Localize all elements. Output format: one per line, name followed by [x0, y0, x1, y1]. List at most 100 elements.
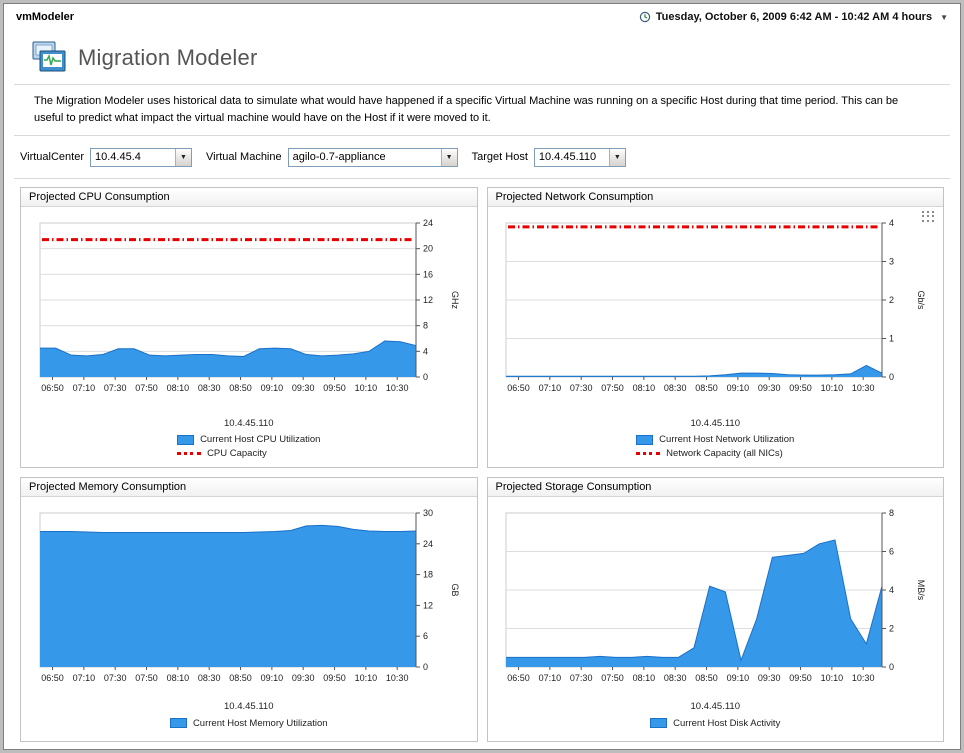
chart-options-icon[interactable]: [922, 211, 935, 222]
page-header: Migration Modeler: [4, 30, 960, 84]
legend-label: Current Host Network Utilization: [659, 434, 795, 446]
svg-text:0: 0: [889, 662, 894, 672]
svg-text:4: 4: [423, 346, 428, 356]
chart-panel-network: Projected Network Consumption 0 1 2 3 4 Gb/s 0…: [486, 187, 944, 469]
svg-text:06:50: 06:50: [508, 673, 531, 683]
capacity-line-swatch: [177, 452, 202, 456]
svg-text:8: 8: [423, 321, 428, 331]
capacity-line-swatch: [636, 452, 661, 456]
divider: [14, 135, 950, 137]
cpu-consumption-chart: 0 4 8 12 16 20 24 GHz 06:50 07:10 07:30 07:50 08:10 0…: [39, 218, 460, 393]
page-title: Migration Modeler: [78, 45, 258, 70]
virtual-machine-select[interactable]: agilo-0.7-appliance ▼: [287, 147, 458, 167]
virtualcenter-label: VirtualCenter: [20, 151, 84, 164]
svg-text:4: 4: [889, 585, 894, 595]
svg-text:06:50: 06:50: [41, 383, 64, 393]
legend-item: Current Host Network Utilization: [636, 434, 794, 445]
storage-consumption-chart: 0 2 4 6 8 MB/s 06:50 07:10 07:30 07:50 08:10 08:30 0…: [505, 508, 926, 683]
svg-text:10:10: 10:10: [354, 383, 377, 393]
svg-text:08:50: 08:50: [696, 383, 719, 393]
svg-text:16: 16: [423, 269, 433, 279]
divider: [14, 178, 950, 180]
svg-text:24: 24: [423, 539, 433, 549]
svg-text:09:50: 09:50: [323, 673, 346, 683]
top-bar: vmModeler Tuesday, October 6, 2009 6:42 …: [4, 4, 960, 30]
svg-text:07:10: 07:10: [72, 383, 95, 393]
host-label: 10.4.45.110: [690, 701, 740, 713]
svg-text:4: 4: [889, 218, 894, 228]
controls-bar: VirtualCenter 10.4.45.4 ▼ Virtual Machin…: [20, 144, 944, 170]
chevron-down-icon: ▼: [175, 148, 191, 166]
svg-text:07:50: 07:50: [135, 383, 158, 393]
chevron-down-icon: ▼: [608, 148, 625, 166]
svg-text:08:30: 08:30: [664, 673, 687, 683]
svg-text:30: 30: [423, 508, 433, 518]
host-label: 10.4.45.110: [224, 701, 274, 713]
svg-text:06:50: 06:50: [508, 383, 531, 393]
svg-text:08:30: 08:30: [664, 383, 687, 393]
chart-title-network: Projected Network Consumption: [487, 188, 943, 208]
migration-modeler-icon: [30, 40, 68, 76]
svg-text:20: 20: [423, 244, 433, 254]
svg-text:07:50: 07:50: [602, 383, 625, 393]
chart-title-storage: Projected Storage Consumption: [487, 478, 943, 498]
svg-text:10:30: 10:30: [852, 383, 875, 393]
app-title: vmModeler: [16, 11, 75, 23]
series-swatch: [650, 718, 668, 729]
svg-text:0: 0: [423, 662, 428, 672]
svg-text:09:30: 09:30: [758, 383, 781, 393]
svg-text:MB/s: MB/s: [916, 580, 926, 601]
chart-legend: Current Host Network Utilization Network …: [636, 434, 794, 459]
svg-text:12: 12: [423, 295, 433, 305]
legend-label: CPU Capacity: [207, 448, 267, 460]
target-host-label: Target Host: [471, 151, 528, 164]
svg-text:0: 0: [889, 372, 894, 382]
virtual-machine-value: agilo-0.7-appliance: [292, 151, 386, 164]
svg-text:1: 1: [889, 334, 894, 344]
svg-text:24: 24: [423, 218, 433, 228]
svg-text:09:10: 09:10: [260, 383, 283, 393]
legend-item: CPU Capacity: [177, 448, 267, 459]
svg-text:08:50: 08:50: [229, 383, 252, 393]
virtual-machine-label: Virtual Machine: [206, 151, 282, 164]
series-swatch: [636, 434, 654, 445]
svg-text:0: 0: [423, 372, 428, 382]
chart-panel-storage: Projected Storage Consumption 0 2 4 6 8 MB/s 0…: [486, 477, 944, 743]
series-swatch: [169, 718, 187, 729]
chart-title-cpu: Projected CPU Consumption: [21, 188, 477, 208]
legend-item: Current Host Memory Utilization: [169, 718, 328, 729]
svg-text:09:50: 09:50: [323, 383, 346, 393]
host-label: 10.4.45.110: [224, 417, 274, 429]
svg-text:08:30: 08:30: [198, 673, 221, 683]
svg-text:09:30: 09:30: [758, 673, 781, 683]
svg-text:08:50: 08:50: [696, 673, 719, 683]
legend-label: Current Host Disk Activity: [673, 717, 781, 729]
svg-text:GB: GB: [450, 584, 460, 597]
svg-text:07:30: 07:30: [570, 383, 593, 393]
svg-text:07:50: 07:50: [602, 673, 625, 683]
svg-text:GHz: GHz: [450, 291, 460, 310]
svg-text:Gb/s: Gb/s: [916, 291, 926, 311]
memory-consumption-chart: 0 6 12 18 24 30 GB 06:50 07:10 07:30 07:50 08:10 08:…: [39, 508, 460, 683]
svg-text:09:10: 09:10: [727, 383, 750, 393]
target-host-select[interactable]: 10.4.45.110 ▼: [533, 147, 626, 167]
divider: [14, 84, 950, 85]
svg-text:07:10: 07:10: [539, 673, 562, 683]
chart-legend: Current Host CPU Utilization CPU Capacity: [177, 434, 320, 459]
svg-text:10:30: 10:30: [386, 673, 409, 683]
svg-text:8: 8: [889, 508, 894, 518]
chart-legend: Current Host Disk Activity: [650, 718, 780, 729]
app-window: vmModeler Tuesday, October 6, 2009 6:42 …: [3, 3, 961, 750]
svg-text:07:30: 07:30: [104, 383, 127, 393]
target-host-value: 10.4.45.110: [538, 151, 597, 164]
svg-text:08:30: 08:30: [198, 383, 221, 393]
svg-text:09:50: 09:50: [790, 383, 813, 393]
svg-text:07:10: 07:10: [72, 673, 95, 683]
svg-text:10:30: 10:30: [386, 383, 409, 393]
svg-text:07:50: 07:50: [135, 673, 158, 683]
svg-text:09:30: 09:30: [292, 673, 315, 683]
time-range-selector[interactable]: Tuesday, October 6, 2009 6:42 AM - 10:42…: [639, 11, 948, 23]
legend-item: Network Capacity (all NICs): [636, 448, 783, 459]
svg-text:07:30: 07:30: [104, 673, 127, 683]
virtualcenter-select[interactable]: 10.4.45.4 ▼: [90, 147, 192, 167]
